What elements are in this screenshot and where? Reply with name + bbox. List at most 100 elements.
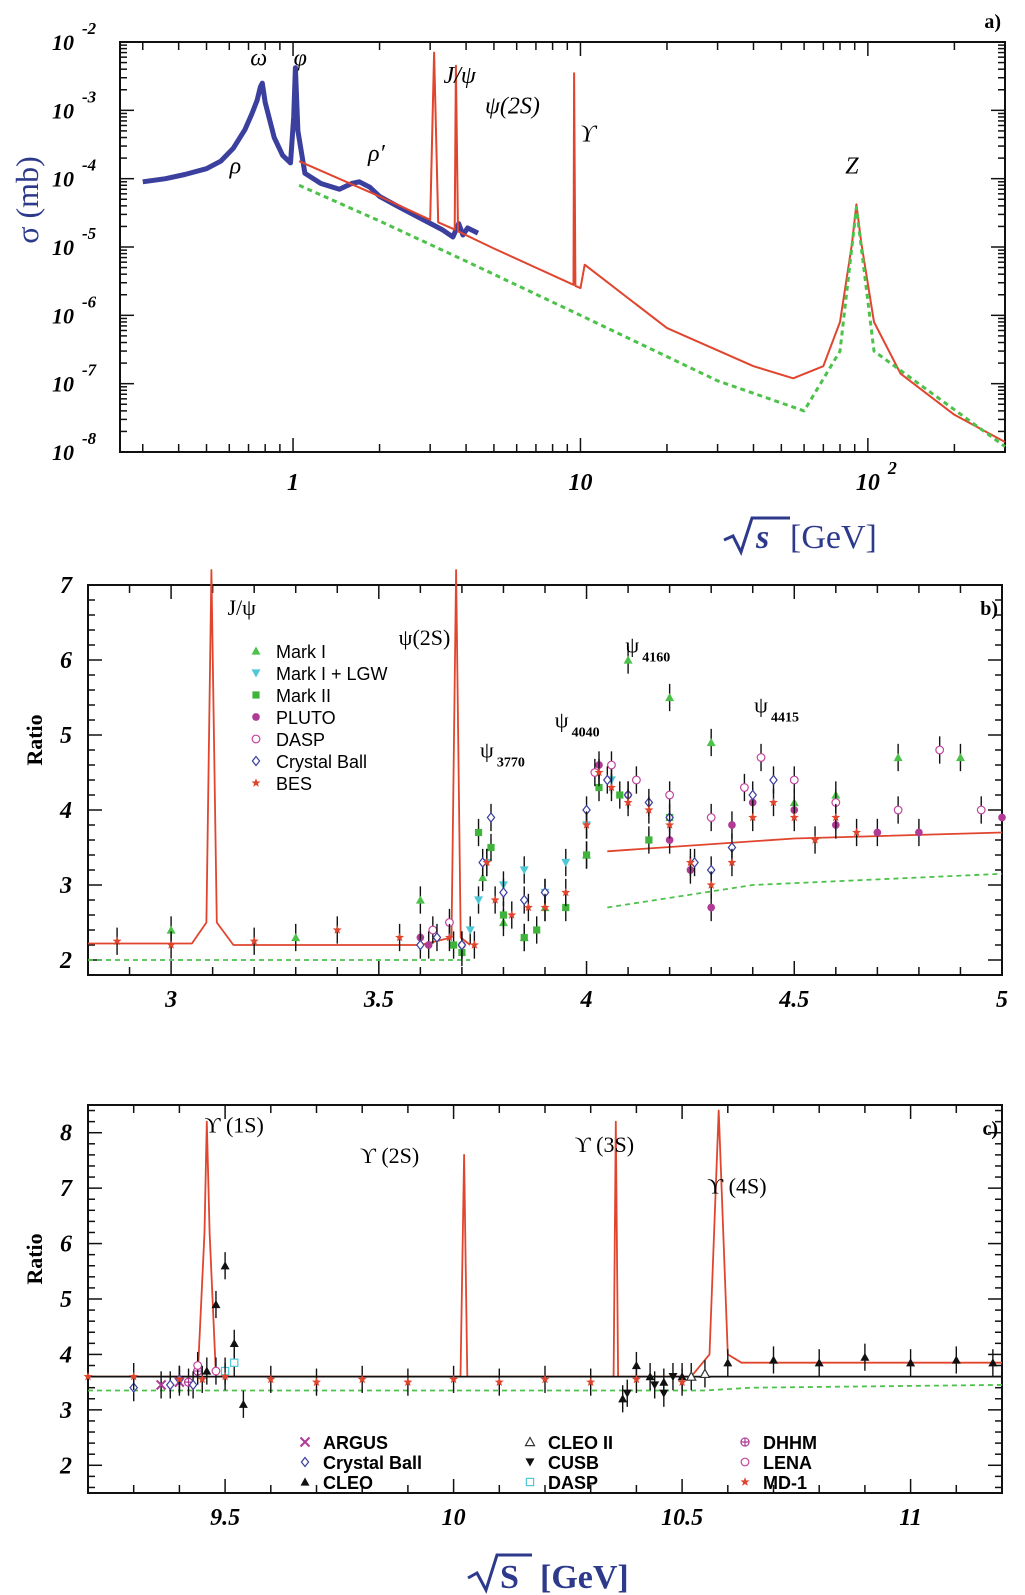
panel-c-y-tick-label-5: 7 bbox=[60, 1176, 73, 1202]
panel-c-point-8-14 bbox=[677, 1377, 687, 1386]
svg-text:10: 10 bbox=[856, 470, 880, 496]
panel-c-point-3-1 bbox=[165, 1379, 175, 1391]
panel-c-ticks bbox=[87, 1105, 1003, 1493]
panel-b-point-6-19 bbox=[685, 857, 695, 867]
panel-c-point-3-3 bbox=[188, 1379, 198, 1391]
panel-b-series-mark-i-lgw bbox=[465, 766, 616, 944]
panel-b-legend-label-6: BES bbox=[276, 774, 312, 794]
panel-b-point-0-8 bbox=[623, 655, 633, 664]
panel-c-point-6-15 bbox=[951, 1355, 961, 1364]
panel-c-point-6-4 bbox=[238, 1399, 248, 1408]
panel-c-y-tick-label-6: 8 bbox=[60, 1121, 72, 1147]
panel-c-series-cleo bbox=[202, 1252, 998, 1418]
svg-text:ϒ (2S): ϒ (2S) bbox=[360, 1143, 419, 1168]
svg-text:10: 10 bbox=[52, 303, 74, 328]
svg-text:10: 10 bbox=[568, 470, 592, 496]
sqrt-symbol-icon bbox=[723, 516, 790, 556]
panel-c-point-8-10 bbox=[494, 1377, 504, 1386]
panel-a-y-tick-label-4: 10 -6 bbox=[52, 292, 97, 328]
panel-b-legend-label-4: DASP bbox=[276, 730, 325, 750]
panel-b-legend-marker-5 bbox=[251, 755, 261, 767]
svg-text:-2: -2 bbox=[82, 19, 97, 38]
svg-text:2: 2 bbox=[887, 458, 897, 478]
panel-c-legend-marker-7 bbox=[525, 1477, 535, 1487]
panel-b-point-4-8 bbox=[756, 753, 766, 762]
panel-b-legend-marker-4 bbox=[251, 734, 261, 744]
panel-b-annotation-1: ψ(2S) bbox=[399, 625, 451, 650]
panel-b-point-6-13 bbox=[582, 820, 591, 829]
svg-text:s: s bbox=[755, 519, 769, 556]
panel-b-point-6-6 bbox=[469, 940, 479, 949]
panel-b-legend-label-3: PLUTO bbox=[276, 708, 336, 728]
panel-c-y-tick-label-0: 2 bbox=[59, 1453, 72, 1479]
panel-b-point-2-2 bbox=[474, 828, 483, 837]
panel-b-point-5-17 bbox=[769, 774, 778, 786]
panel-a-y-tick-label-3: 10 -5 bbox=[52, 224, 97, 260]
panel-b-legend-marker-6 bbox=[251, 778, 261, 787]
panel-b-point-3-1 bbox=[424, 941, 433, 949]
panel-c-legend-marker-0 bbox=[299, 1436, 311, 1448]
panel-b-x-tick-label-1: 3.5 bbox=[363, 987, 394, 1013]
panel-b-point-2-10 bbox=[616, 791, 624, 799]
panel-b-ticks bbox=[87, 584, 1003, 976]
panel-b-legend-label-0: Mark I bbox=[276, 642, 326, 662]
panel-b-legend-marker-3 bbox=[252, 713, 260, 721]
panel-b-point-5-5 bbox=[499, 887, 508, 898]
panel-b-point-6-9 bbox=[507, 910, 517, 919]
panel-b-legend-marker-2 bbox=[252, 691, 260, 699]
panel-c-x-tick-label-3: 11 bbox=[899, 1505, 922, 1531]
panel-b-legend-marker-0 bbox=[251, 646, 261, 655]
panel-b-point-3-13 bbox=[915, 828, 923, 837]
panel-c-point-8-8 bbox=[403, 1377, 413, 1386]
panel-c-point-8-6 bbox=[312, 1377, 321, 1386]
panel-c-point-7-1 bbox=[230, 1358, 239, 1367]
panel-b-point-5-4 bbox=[486, 812, 496, 823]
panel-c-point-6-13 bbox=[860, 1352, 870, 1361]
svg-text:10: 10 bbox=[52, 30, 74, 55]
panel-c-legend-marker-2 bbox=[740, 1437, 750, 1447]
panel-b-point-4-7 bbox=[739, 783, 749, 792]
panel-b-point-2-8 bbox=[582, 851, 591, 859]
panel-c-point-8-5 bbox=[266, 1374, 276, 1384]
panel-b-point-6-7 bbox=[482, 857, 492, 867]
panel-c-legend-marker-6 bbox=[300, 1477, 310, 1486]
panel-b-point-5-2 bbox=[457, 939, 467, 951]
panel-b-y-tick-label-2: 4 bbox=[59, 798, 72, 824]
panel-c-legend-label-4: CUSB bbox=[548, 1453, 599, 1473]
panel-a-x-tick-label-1: 10 bbox=[568, 470, 592, 496]
panel-b-point-2-6 bbox=[533, 926, 541, 934]
panel-c-point-8-4 bbox=[220, 1371, 230, 1381]
svg-text:S: S bbox=[500, 1559, 519, 1595]
panel-b-point-4-12 bbox=[935, 745, 945, 755]
panel-a-annotation-2: ρ bbox=[229, 153, 242, 179]
panel-c-point-6-10 bbox=[723, 1358, 733, 1367]
panel-b-point-5-1 bbox=[432, 932, 442, 943]
panel-c-legend-label-5: LENA bbox=[763, 1453, 812, 1473]
panel-a-series-naive bbox=[298, 183, 1006, 448]
panel-c-point-1-1 bbox=[699, 1368, 711, 1379]
panel-b-y-tick-label-1: 3 bbox=[59, 873, 72, 899]
panel-b-point-4-11 bbox=[893, 805, 903, 815]
panel-c-y-tick-label-3: 5 bbox=[60, 1287, 72, 1313]
panel-c-series-lena bbox=[193, 1351, 221, 1385]
panel-b-point-1-1 bbox=[474, 896, 484, 905]
panel-b-point-0-13 bbox=[893, 753, 903, 762]
panel-b-curve-0 bbox=[88, 569, 471, 946]
svg-text:-7: -7 bbox=[82, 361, 98, 380]
panel-c-x-tick-label-1: 10 bbox=[442, 1505, 466, 1531]
panel-c-legend-marker-1 bbox=[524, 1436, 536, 1447]
panel-a-annotation-6: ϒ bbox=[580, 121, 598, 147]
panel-b-point-5-6 bbox=[519, 894, 529, 906]
panel-c-curve-1 bbox=[88, 1384, 1003, 1392]
panel-b-point-0-1 bbox=[291, 933, 301, 942]
svg-text:[GeV]: [GeV] bbox=[540, 1559, 629, 1595]
svg-text:1: 1 bbox=[287, 470, 299, 496]
panel-a-y-tick-label-6: 10 -8 bbox=[52, 429, 97, 465]
panel-a-ylabel: σ (mb) bbox=[9, 156, 45, 243]
panel-a-series-model bbox=[298, 51, 1006, 443]
